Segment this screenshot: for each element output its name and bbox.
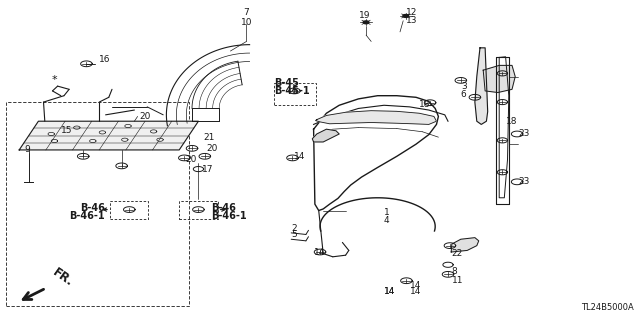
Text: 13: 13: [406, 16, 418, 25]
Bar: [179, 201, 218, 219]
Text: B-46-1: B-46-1: [69, 211, 105, 221]
Text: 2: 2: [291, 224, 297, 233]
Text: 14: 14: [384, 287, 396, 296]
Text: 15: 15: [61, 126, 72, 135]
Text: 23: 23: [518, 130, 530, 138]
Text: 18: 18: [419, 100, 430, 109]
Text: 1: 1: [384, 208, 390, 217]
Text: 9: 9: [24, 145, 30, 154]
Text: B-46: B-46: [211, 203, 236, 213]
Text: 20: 20: [206, 144, 218, 153]
Text: 6: 6: [461, 90, 467, 99]
Text: 5: 5: [291, 230, 297, 239]
Text: 16: 16: [99, 55, 111, 63]
Text: 17: 17: [202, 165, 213, 174]
Polygon shape: [316, 111, 436, 124]
Text: TL24B5000A: TL24B5000A: [581, 303, 634, 312]
Text: 3: 3: [461, 82, 467, 91]
Text: 12: 12: [406, 8, 418, 17]
Text: 14: 14: [410, 287, 421, 296]
Text: 23: 23: [518, 177, 530, 186]
Polygon shape: [19, 121, 198, 150]
Text: B-45-1: B-45-1: [274, 86, 310, 96]
Text: 20: 20: [140, 112, 151, 121]
Bar: [110, 201, 148, 219]
Text: 14: 14: [410, 281, 421, 290]
Text: *: *: [52, 75, 57, 85]
Text: B-46: B-46: [80, 203, 105, 213]
Polygon shape: [312, 129, 339, 142]
Text: 4: 4: [384, 216, 390, 225]
Text: 19: 19: [359, 11, 371, 20]
Text: 8: 8: [452, 267, 458, 276]
Text: 10: 10: [241, 18, 252, 27]
Polygon shape: [475, 48, 488, 124]
Text: 20: 20: [186, 155, 197, 164]
Text: 22: 22: [452, 249, 463, 258]
Polygon shape: [403, 15, 409, 17]
Polygon shape: [451, 238, 479, 252]
Polygon shape: [364, 21, 369, 24]
Bar: [6, 102, 189, 306]
Polygon shape: [483, 65, 515, 93]
Text: B-45: B-45: [274, 78, 299, 88]
Text: 11: 11: [452, 276, 463, 285]
Text: B-46-1: B-46-1: [211, 211, 247, 221]
Text: 21: 21: [204, 133, 215, 142]
Text: 14: 14: [384, 287, 396, 296]
Text: 7: 7: [244, 8, 249, 17]
Text: 18: 18: [506, 117, 517, 126]
Text: 14: 14: [294, 152, 306, 161]
Text: FR.: FR.: [50, 265, 76, 289]
Text: 14: 14: [314, 248, 326, 256]
Bar: [274, 83, 316, 105]
